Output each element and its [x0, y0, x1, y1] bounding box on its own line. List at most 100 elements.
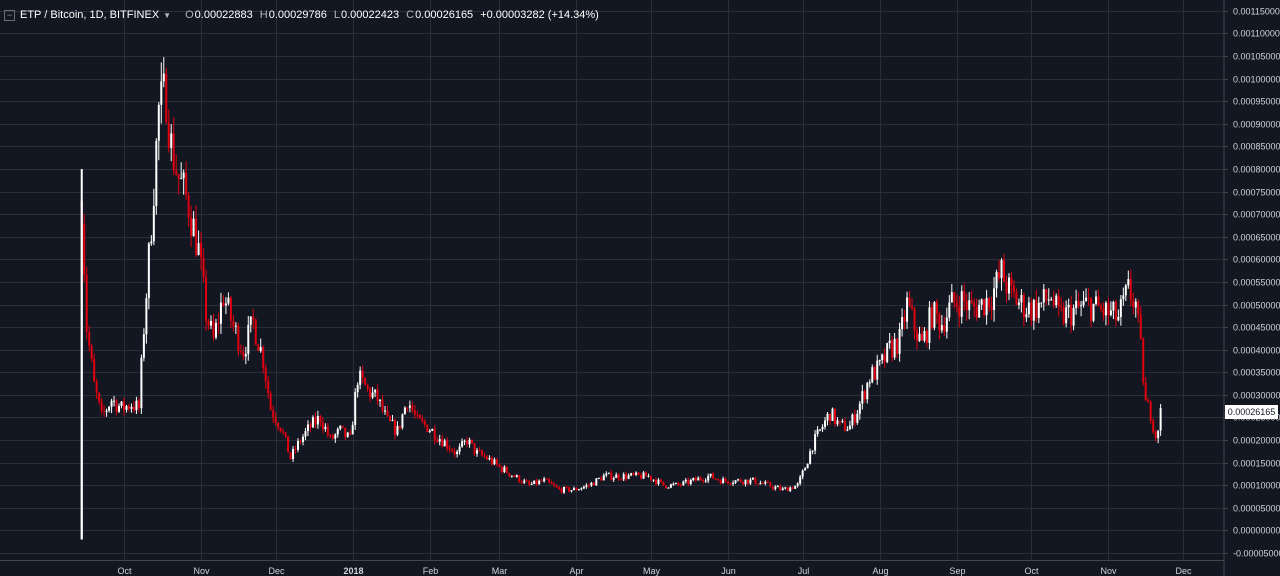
- price-tick-label: 0.00100000: [1233, 75, 1280, 85]
- candle-body: [142, 334, 145, 358]
- candle-body: [545, 478, 548, 480]
- candle-body: [170, 133, 173, 149]
- candle-body: [592, 482, 595, 486]
- time-tick-label: Jul: [798, 566, 810, 576]
- candle-body: [1005, 281, 1008, 294]
- candle-body: [120, 401, 123, 407]
- candle-body: [185, 172, 188, 196]
- candle-body: [443, 440, 446, 447]
- candle-body: [431, 429, 434, 431]
- candle-body: [863, 391, 866, 400]
- candle-body: [953, 292, 956, 303]
- candle-body: [933, 302, 936, 328]
- candle-body: [1035, 300, 1038, 318]
- candle-body: [132, 406, 135, 411]
- candle-body: [426, 424, 429, 433]
- price-tick-label: 0.00040000: [1233, 346, 1280, 356]
- change-value: +0.00003282 (+14.34%): [480, 9, 599, 21]
- candle-body: [704, 480, 707, 482]
- candle-body: [421, 418, 424, 421]
- time-tick-label: Nov: [193, 566, 210, 576]
- candle-body: [403, 407, 406, 415]
- candle-body: [903, 316, 906, 322]
- candle-body: [140, 357, 143, 409]
- candle-body: [428, 430, 431, 433]
- collapse-legend-icon[interactable]: −: [4, 9, 15, 21]
- candle-body: [727, 481, 730, 484]
- candle-body: [202, 257, 205, 278]
- candle-body: [1112, 301, 1115, 311]
- candle-body: [1065, 307, 1068, 324]
- candle-body: [550, 482, 553, 485]
- candle-body: [784, 487, 787, 489]
- candle-body: [769, 482, 772, 487]
- candle-body: [540, 480, 543, 482]
- candle-body: [558, 487, 561, 490]
- candle-body: [729, 483, 732, 485]
- candle-body: [384, 410, 387, 412]
- candle-body: [878, 360, 881, 362]
- time-tick-label: Nov: [1100, 566, 1117, 576]
- candle-body: [354, 392, 357, 425]
- candle-body: [965, 301, 968, 311]
- candle-body: [1000, 260, 1003, 279]
- candle-body: [356, 384, 359, 393]
- candle-body: [1080, 305, 1083, 307]
- candle-body: [127, 405, 130, 409]
- price-tick-label: 0.00060000: [1233, 255, 1280, 265]
- candle-body: [694, 477, 697, 481]
- candle-body: [1022, 295, 1025, 318]
- candle-body: [453, 451, 456, 455]
- candle-body: [590, 482, 593, 486]
- candle-body: [804, 468, 807, 471]
- candle-body: [1109, 310, 1112, 315]
- candle-body: [538, 480, 541, 485]
- candle-body: [316, 416, 319, 425]
- candle-body: [858, 403, 861, 414]
- candle-body: [911, 305, 914, 309]
- candle-body: [920, 333, 923, 341]
- candle-body: [960, 291, 963, 317]
- candle-body: [1142, 338, 1145, 383]
- candle-body: [659, 479, 662, 482]
- candle-body: [336, 428, 339, 435]
- candle-body: [732, 482, 735, 484]
- candle-body: [100, 401, 103, 411]
- candle-body: [344, 427, 347, 437]
- candle-body: [1042, 289, 1045, 303]
- candle-body: [1144, 382, 1147, 401]
- candle-body: [548, 479, 551, 483]
- candle-body: [301, 436, 304, 442]
- candle-body: [423, 420, 426, 425]
- candle-body: [1047, 299, 1050, 301]
- candle-body: [306, 424, 309, 432]
- symbol-name[interactable]: ETP / Bitcoin, 1D, BITFINEX: [20, 9, 160, 21]
- candle-body: [799, 476, 802, 484]
- candle-body: [978, 304, 981, 318]
- candle-body: [560, 489, 563, 493]
- chevron-down-icon[interactable]: ▼: [163, 10, 172, 20]
- candle-body: [244, 354, 247, 357]
- candle-body: [1122, 295, 1125, 300]
- candle-body: [848, 425, 851, 430]
- candle-body: [398, 425, 401, 428]
- candle-body: [289, 452, 292, 460]
- time-tick-label: Dec: [268, 566, 285, 576]
- candle-body: [766, 481, 769, 483]
- candle-body: [866, 382, 869, 400]
- candle-body: [1060, 306, 1063, 308]
- candle-body: [734, 480, 737, 483]
- candle-body: [712, 473, 715, 479]
- candle-body: [85, 274, 88, 332]
- candle-body: [717, 479, 720, 481]
- candle-body: [468, 439, 471, 445]
- candle-body: [212, 320, 215, 338]
- candle-body: [197, 242, 200, 255]
- candle-body: [1119, 299, 1122, 317]
- candle-body: [182, 172, 185, 179]
- candle-body: [239, 351, 242, 353]
- candle-body: [774, 486, 777, 489]
- candle-body: [254, 319, 257, 345]
- candle-body: [175, 170, 178, 174]
- candle-body: [80, 200, 83, 540]
